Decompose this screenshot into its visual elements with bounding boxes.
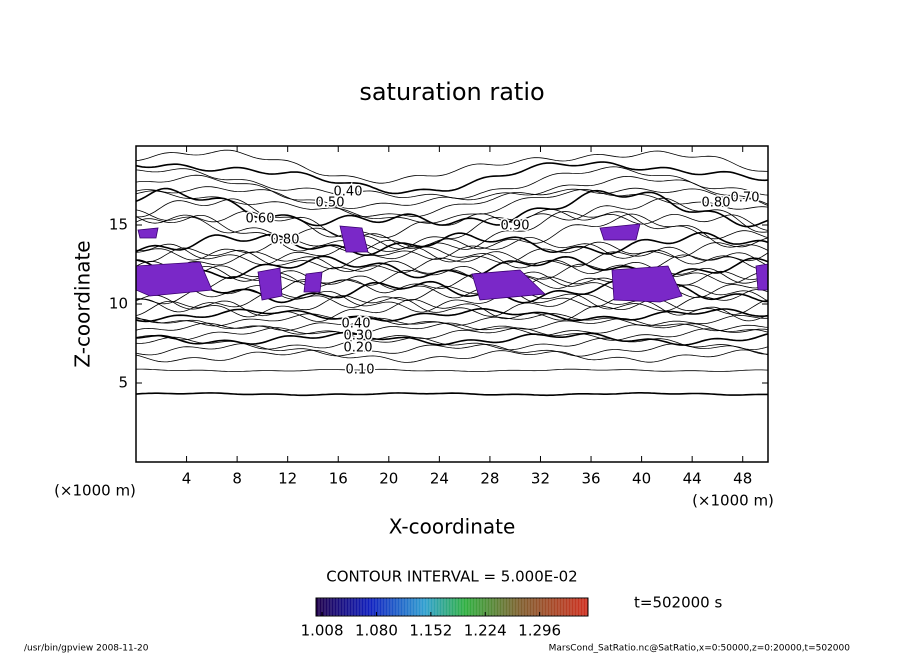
chart-title: saturation ratio	[359, 78, 544, 106]
contour-line	[136, 188, 768, 224]
y-axis-label: Z-coordinate	[71, 240, 95, 367]
footer-left: /usr/bin/gpview 2008-11-20	[24, 644, 149, 654]
contour-line	[136, 322, 768, 336]
contour-label: 0.90	[501, 219, 530, 234]
contour-label: 0.70	[731, 191, 760, 206]
colorbar-tick-label: 1.080	[355, 622, 398, 640]
contour-line	[136, 166, 768, 199]
contour-line	[136, 213, 768, 253]
contour-line	[136, 241, 768, 266]
x-tick-label: 8	[232, 470, 242, 488]
contour-label: 0.40	[342, 317, 371, 332]
contour-line	[136, 246, 768, 270]
contour-line	[136, 313, 768, 327]
contour-line	[136, 293, 768, 318]
contour-line	[136, 331, 768, 346]
colorbar-tick-label: 1.224	[464, 622, 507, 640]
x-tick-label: 4	[182, 470, 192, 488]
x-tick-label: 36	[581, 470, 600, 488]
contour-label: 0.60	[246, 212, 275, 227]
x-tick-label: 16	[329, 470, 348, 488]
contour-line	[136, 368, 768, 372]
contour-line	[136, 231, 768, 257]
y-tick-label: 5	[118, 374, 128, 392]
contour-field	[136, 149, 768, 397]
colorbar	[315, 597, 589, 617]
contour-line	[136, 289, 768, 313]
contour-line	[136, 251, 768, 275]
contour-line	[136, 349, 768, 363]
time-label: t=502000 s	[634, 594, 722, 612]
supersaturated-region	[257, 267, 283, 301]
x-tick-label: 24	[430, 470, 449, 488]
colorbar-tick-label: 1.008	[301, 622, 344, 640]
supersaturated-region	[611, 265, 683, 303]
contour-line	[136, 186, 768, 217]
x-tick-label: 44	[683, 470, 702, 488]
contour-line	[136, 327, 768, 341]
plot-frame	[135, 145, 769, 463]
contour-line	[136, 197, 768, 239]
contour-interval: CONTOUR INTERVAL = 5.000E-02	[326, 568, 577, 586]
contour-line	[136, 343, 768, 357]
colorbar-tick-label: 1.296	[518, 622, 561, 640]
supersaturated-region	[471, 269, 546, 301]
contour-label: 0.80	[702, 196, 731, 211]
contour-line	[136, 187, 768, 228]
supersaturated-region	[339, 225, 369, 253]
supersaturated-region	[137, 227, 159, 239]
x-tick-label: 12	[278, 470, 297, 488]
x-tick-label: 40	[632, 470, 651, 488]
contour-label: 0.50	[316, 196, 345, 211]
contour-line	[136, 209, 768, 250]
x-axis-label: X-coordinate	[389, 515, 516, 539]
contour-line	[136, 237, 768, 261]
y-tick-label: 10	[109, 295, 128, 313]
contour-label: 0.80	[271, 233, 300, 248]
contour-line	[136, 208, 768, 250]
x-tick-label: 48	[733, 470, 752, 488]
colorbar-tick-label: 1.152	[409, 622, 452, 640]
supersaturated-region	[599, 223, 641, 241]
y-unit: (×1000 m)	[54, 482, 136, 500]
x-tick-label: 20	[379, 470, 398, 488]
contour-label: 0.40	[334, 185, 363, 200]
contour-line	[136, 392, 768, 397]
x-unit: (×1000 m)	[692, 492, 774, 510]
footer-right: MarsCond_SatRatio.nc@SatRatio,x=0:50000,…	[549, 644, 851, 654]
contour-line	[136, 149, 768, 184]
x-tick-label: 32	[531, 470, 550, 488]
contour-label: 0.20	[344, 341, 373, 356]
contour-line	[136, 161, 768, 195]
x-tick-label: 28	[480, 470, 499, 488]
contour-label: 0.10	[346, 363, 375, 378]
supersaturated-region	[755, 263, 768, 291]
contour-label: 0.30	[344, 329, 373, 344]
supersaturated-region	[136, 261, 213, 297]
contour-line	[136, 308, 768, 323]
supersaturated-region	[303, 271, 323, 293]
y-tick-label: 15	[109, 216, 128, 234]
